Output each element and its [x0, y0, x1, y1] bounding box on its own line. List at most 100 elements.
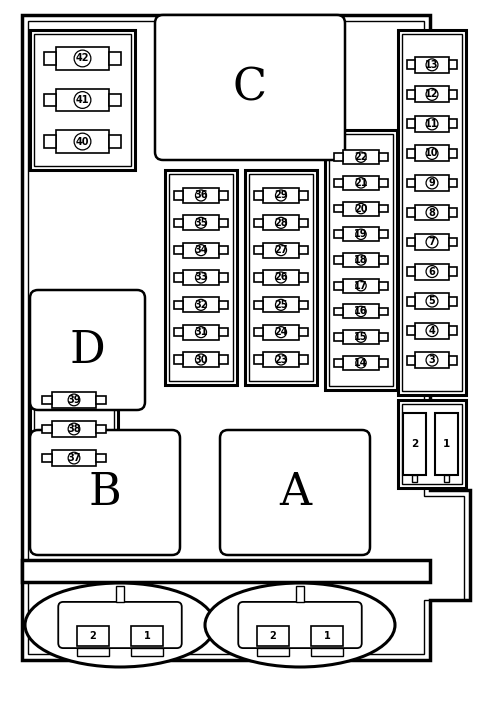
Text: 17: 17	[354, 281, 368, 290]
Bar	[220, 219, 228, 227]
Bar	[450, 356, 457, 364]
Text: 6: 6	[428, 266, 436, 276]
Bar	[254, 219, 262, 227]
Circle shape	[74, 92, 91, 109]
Bar	[334, 231, 342, 238]
Circle shape	[426, 266, 438, 278]
Bar	[444, 474, 450, 482]
Bar	[44, 52, 56, 65]
Bar	[262, 325, 300, 340]
Bar	[109, 135, 121, 148]
Bar	[220, 328, 228, 336]
Bar	[380, 307, 388, 315]
Bar	[220, 246, 228, 255]
Text: 42: 42	[76, 54, 89, 63]
Text: 36: 36	[194, 190, 208, 200]
Ellipse shape	[25, 583, 215, 667]
Bar	[254, 191, 262, 200]
Circle shape	[356, 332, 366, 343]
Text: C: C	[233, 66, 267, 109]
Bar	[174, 191, 182, 200]
Text: 10: 10	[425, 149, 439, 159]
Bar	[414, 293, 450, 309]
Text: 25: 25	[274, 300, 288, 309]
Circle shape	[196, 217, 206, 228]
Bar	[77, 626, 109, 646]
Bar	[412, 474, 418, 482]
Polygon shape	[22, 15, 470, 660]
Circle shape	[196, 190, 206, 201]
Bar	[414, 175, 450, 191]
Text: 22: 22	[354, 152, 368, 162]
Bar	[220, 191, 228, 200]
Bar	[404, 413, 426, 474]
Bar	[300, 246, 308, 255]
Circle shape	[276, 326, 286, 338]
Bar	[262, 216, 300, 231]
Bar	[22, 560, 430, 582]
Text: 37: 37	[67, 453, 81, 463]
Text: 28: 28	[274, 218, 288, 228]
Bar	[334, 153, 342, 161]
Text: D: D	[70, 329, 106, 372]
Bar	[334, 359, 342, 367]
Circle shape	[276, 190, 286, 201]
Bar	[182, 216, 220, 231]
Text: 35: 35	[194, 218, 208, 228]
Circle shape	[196, 326, 206, 338]
Bar	[30, 380, 118, 478]
Bar	[300, 191, 308, 200]
Bar	[174, 246, 182, 255]
Circle shape	[426, 147, 438, 159]
Circle shape	[74, 133, 91, 150]
Text: 9: 9	[428, 178, 436, 188]
Bar	[407, 90, 414, 99]
Bar	[182, 270, 220, 285]
Text: 2: 2	[90, 631, 96, 641]
Text: 16: 16	[354, 307, 368, 317]
Bar	[44, 94, 56, 106]
Text: 26: 26	[274, 273, 288, 283]
Text: 15: 15	[354, 332, 368, 342]
Bar	[22, 560, 430, 582]
Bar	[398, 400, 466, 488]
Bar	[300, 274, 308, 281]
Bar	[450, 267, 457, 276]
Bar	[96, 424, 106, 434]
Text: 20: 20	[354, 204, 368, 214]
Bar	[254, 328, 262, 336]
Circle shape	[276, 300, 286, 310]
Bar	[257, 648, 289, 656]
Circle shape	[356, 178, 366, 188]
Bar	[380, 333, 388, 341]
Bar	[342, 330, 380, 344]
Bar	[402, 404, 462, 484]
Circle shape	[276, 354, 286, 365]
Circle shape	[356, 204, 366, 214]
Bar	[245, 170, 317, 385]
Bar	[300, 301, 308, 309]
Bar	[414, 323, 450, 338]
Text: 39: 39	[67, 395, 81, 405]
Bar	[407, 356, 414, 364]
Bar	[182, 325, 220, 340]
Text: 29: 29	[274, 190, 288, 200]
Bar	[77, 648, 109, 656]
Bar	[220, 274, 228, 281]
Bar	[182, 243, 220, 257]
Text: 8: 8	[428, 207, 436, 218]
Text: 11: 11	[425, 119, 439, 129]
Bar	[182, 188, 220, 203]
Circle shape	[356, 255, 366, 265]
Bar	[254, 274, 262, 281]
Text: 21: 21	[354, 178, 368, 188]
Bar	[407, 238, 414, 247]
Bar	[380, 231, 388, 238]
Bar	[182, 352, 220, 367]
Text: 18: 18	[354, 255, 368, 265]
Text: 24: 24	[274, 327, 288, 337]
Bar	[402, 34, 462, 391]
FancyBboxPatch shape	[238, 602, 362, 648]
Circle shape	[426, 207, 438, 219]
Bar	[380, 282, 388, 290]
